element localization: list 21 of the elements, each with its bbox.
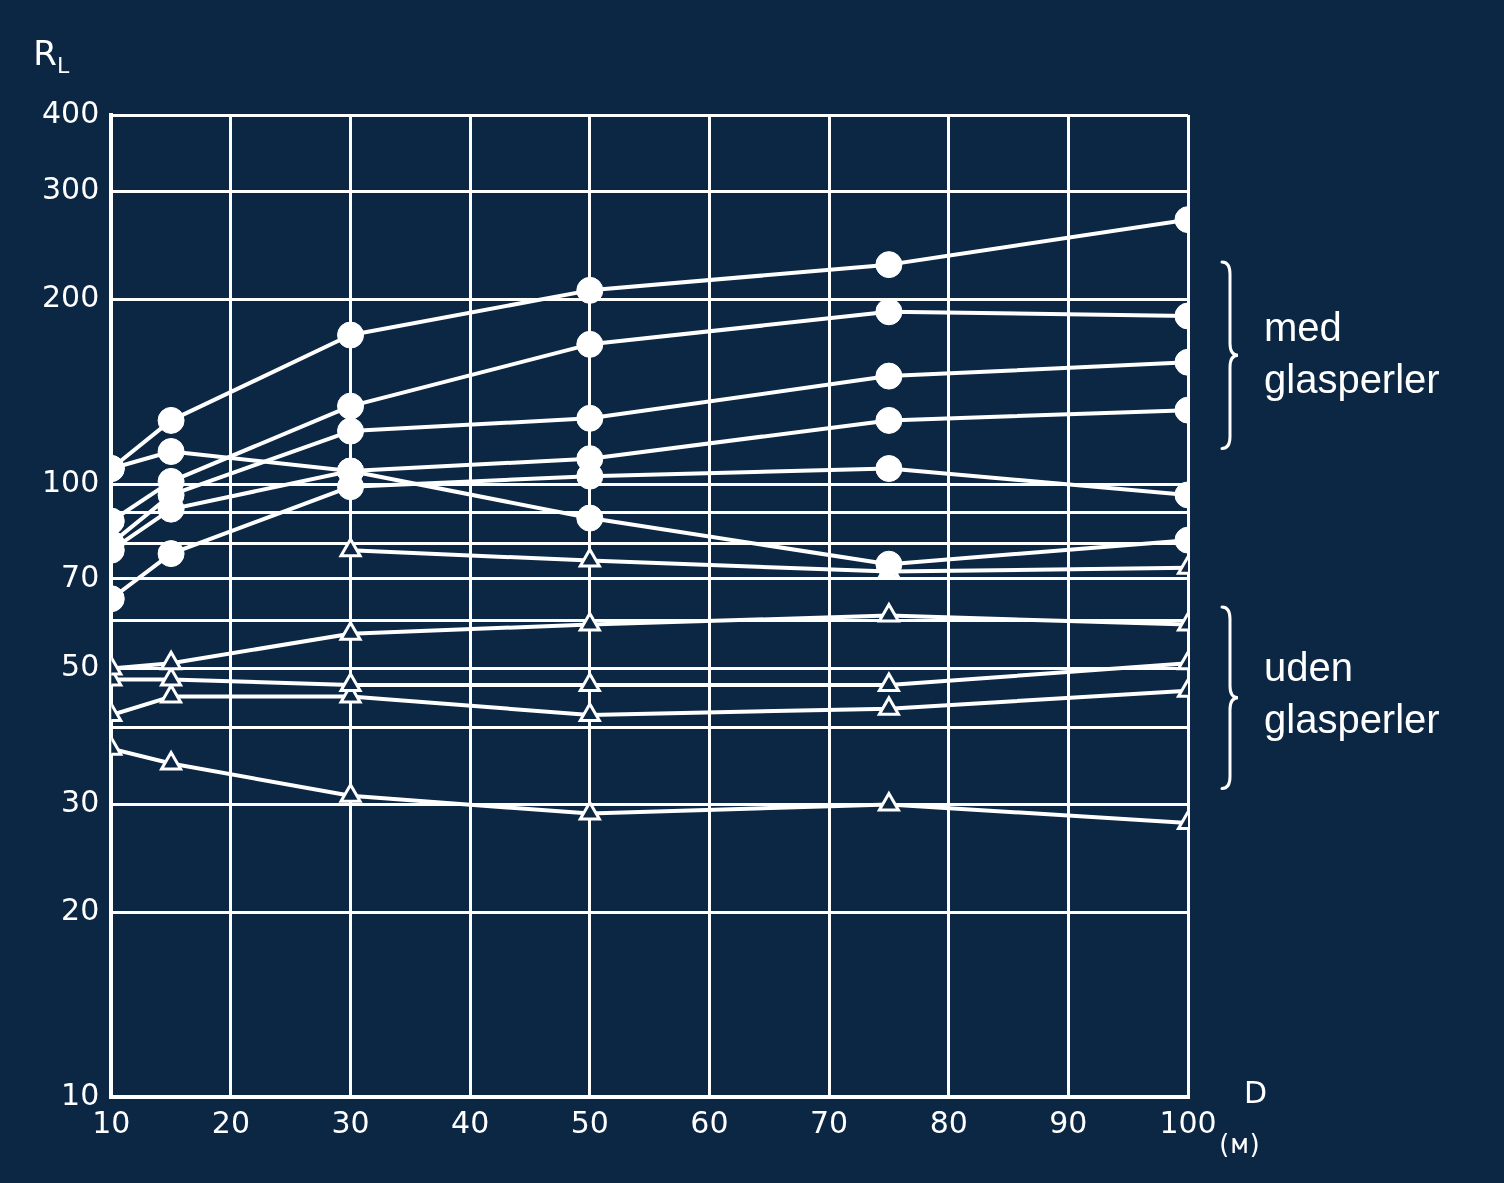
- x-axis-title: D: [1244, 1074, 1268, 1110]
- x-tick-label: 30: [331, 1104, 370, 1140]
- y-tick-label: 300: [42, 171, 100, 207]
- y-tick-label: 70: [61, 558, 100, 594]
- x-tick-label: 40: [451, 1104, 490, 1140]
- x-tick-label: 50: [570, 1104, 609, 1140]
- text: med glasperler: [1264, 304, 1440, 401]
- y-tick-label: 20: [61, 892, 100, 928]
- y-tick-label: 100: [42, 463, 100, 499]
- x-tick-label: 100: [1159, 1104, 1217, 1140]
- text: (м): [1216, 1128, 1263, 1159]
- y-tick-label: 400: [42, 94, 100, 130]
- y-tick-label: 50: [61, 648, 100, 684]
- y-tick-label: 30: [61, 784, 100, 820]
- x-tick-label: 20: [211, 1104, 250, 1140]
- text: uden glasperler: [1264, 645, 1440, 742]
- x-tick-label: 70: [809, 1104, 849, 1140]
- y-tick-label: 200: [42, 279, 100, 315]
- x-tick-label: 90: [1049, 1104, 1088, 1140]
- x-tick-label: 80: [929, 1104, 968, 1140]
- x-tick-label: 60: [690, 1104, 729, 1140]
